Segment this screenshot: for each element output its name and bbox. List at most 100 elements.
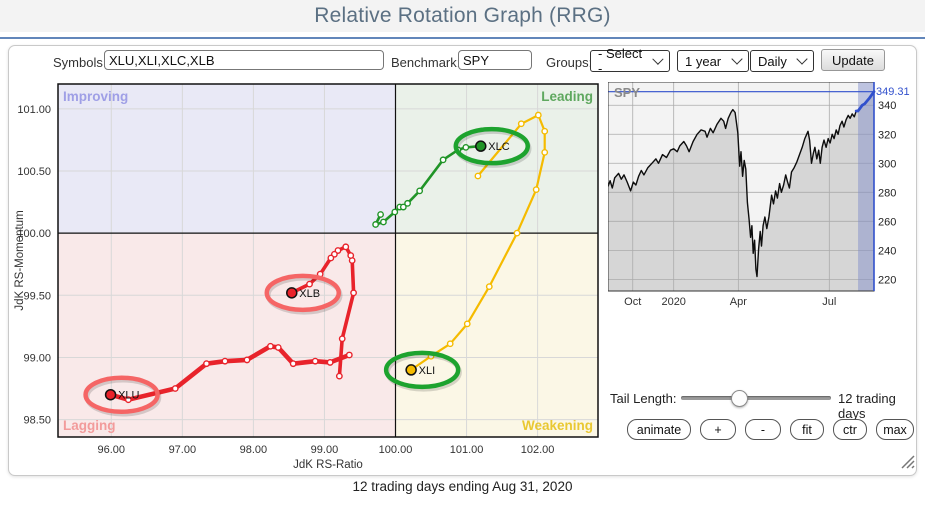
- period-select[interactable]: 1 year: [677, 50, 749, 72]
- page-title: Relative Rotation Graph (RRG): [314, 4, 611, 27]
- update-button[interactable]: Update: [821, 49, 885, 71]
- spy-y-tick-label: 240: [878, 245, 896, 257]
- y-tick-label: 100.50: [17, 166, 51, 178]
- y-tick-label: 99.00: [23, 352, 51, 364]
- spy-price-chart: SPY 220 240 260 280 300 320 340 349.31 Oct 2020 Apr…: [608, 82, 910, 308]
- tail-marker: [399, 203, 407, 211]
- tail-marker: [347, 252, 355, 259]
- tail-marker: [541, 127, 549, 135]
- spy-x-tick-label: Jul: [822, 296, 836, 308]
- benchmark-label: Benchmark:: [391, 55, 461, 70]
- tail-marker: [203, 360, 210, 368]
- tail-marker: [171, 385, 179, 392]
- fit-button[interactable]: fit: [790, 419, 824, 440]
- tail-marker: [439, 156, 447, 164]
- spy-y-tick-label: 280: [878, 187, 896, 199]
- x-tick-label: 99.00: [311, 444, 339, 456]
- spy-y-tick-label: 300: [878, 158, 896, 170]
- max-button[interactable]: max: [876, 419, 914, 440]
- quadrant-weakening: [395, 233, 598, 437]
- groups-label: Groups:: [546, 55, 593, 70]
- head-label-xlb: XLB: [299, 288, 320, 300]
- rrg-chart: Improving Leading Lagging Weakening 96.00 97.…: [14, 83, 599, 471]
- plot-border: [57, 83, 599, 438]
- tail-marker: [342, 243, 350, 251]
- y-axis-title: JdK RS-Momentum: [14, 210, 26, 310]
- resize-handle-icon[interactable]: [898, 452, 916, 470]
- spy-y-tick-label: 340: [878, 100, 896, 112]
- y-tick-label: 99.50: [23, 290, 51, 302]
- head-marker-xlb[interactable]: [286, 287, 298, 299]
- groups-select-value: - Select -: [598, 46, 643, 76]
- tail-marker: [541, 148, 549, 156]
- quadrant-label-weakening: Weakening: [522, 418, 593, 433]
- spy-x-tick-label: Oct: [624, 296, 641, 308]
- tail-marker: [391, 208, 399, 216]
- tail-marker: [326, 359, 334, 366]
- head-marker-xlu[interactable]: [104, 388, 117, 401]
- x-tick-label: 96.00: [98, 444, 126, 456]
- chart-caption: 12 trading days ending Aug 31, 2020: [352, 479, 573, 494]
- tail-marker: [267, 342, 274, 350]
- tail-length-value: 12 trading days: [838, 391, 896, 421]
- benchmark-input[interactable]: [458, 50, 532, 70]
- head-label-xlu: XLU: [118, 390, 139, 402]
- tail-marker: [416, 187, 424, 195]
- tail-marker: [517, 120, 525, 128]
- tail-marker: [335, 372, 343, 380]
- tail-highlight-band: [858, 82, 874, 291]
- animate-button[interactable]: animate: [627, 419, 691, 440]
- rrg-panel: Symbols: Benchmark: Groups: - Select - 1…: [8, 45, 917, 476]
- chart-controls: animate + - fit ctr max: [627, 419, 914, 440]
- tail-marker: [306, 280, 313, 288]
- spy-area-fill: [608, 91, 874, 291]
- tail-marker: [345, 351, 353, 359]
- annotation-ellipse-xli: [383, 350, 461, 390]
- quadrant-label-leading: Leading: [541, 89, 593, 104]
- tail-marker: [243, 356, 251, 364]
- chevron-down-icon: [796, 53, 808, 65]
- spy-y-tick-label: 260: [878, 216, 896, 228]
- spy-symbol-label: SPY: [614, 85, 640, 100]
- quadrant-improving: [58, 84, 396, 234]
- tail-marker: [350, 289, 357, 297]
- quadrant-lagging: [58, 233, 396, 437]
- spy-x-tick-label: 2020: [661, 296, 685, 308]
- tail-marker: [513, 229, 521, 237]
- symbols-label: Symbols:: [53, 55, 107, 70]
- symbols-input[interactable]: [104, 50, 384, 70]
- center-button[interactable]: ctr: [833, 419, 867, 440]
- annotation-ellipse-xlu: [83, 375, 160, 414]
- tail-marker: [462, 143, 470, 151]
- tail-marker: [372, 221, 380, 228]
- tail-length-slider-thumb[interactable]: [731, 390, 748, 407]
- chevron-down-icon: [731, 53, 743, 65]
- minus-button[interactable]: -: [745, 419, 781, 440]
- spy-tail-segment: [854, 90, 876, 113]
- frequency-select[interactable]: Daily: [750, 50, 814, 72]
- head-marker-xlc[interactable]: [475, 140, 487, 152]
- tail-marker: [404, 199, 411, 207]
- header-divider: [0, 37, 925, 39]
- spy-y-tick-label: 320: [878, 129, 896, 141]
- groups-select[interactable]: - Select -: [590, 46, 670, 76]
- y-tick-label: 100.00: [17, 228, 51, 240]
- tail-marker: [485, 283, 493, 291]
- tail-marker: [474, 172, 482, 180]
- tail-marker: [463, 320, 471, 328]
- tail-marker: [124, 396, 132, 404]
- y-tick-label: 101.00: [17, 104, 51, 116]
- spy-price-line: [608, 91, 875, 278]
- spy-x-tick-label: Apr: [730, 296, 747, 308]
- tail-marker: [311, 357, 319, 365]
- x-axis-title: JdK RS-Ratio: [293, 459, 363, 471]
- tail-length-label: Tail Length:: [610, 391, 677, 406]
- chevron-down-icon: [652, 53, 664, 65]
- tail-length-slider[interactable]: [681, 396, 831, 400]
- tail-marker: [534, 111, 542, 119]
- tail-marker: [532, 186, 540, 194]
- page-header: Relative Rotation Graph (RRG): [0, 0, 925, 32]
- head-marker-xli[interactable]: [405, 364, 417, 376]
- tail-marker: [289, 360, 297, 368]
- plus-button[interactable]: +: [700, 419, 736, 440]
